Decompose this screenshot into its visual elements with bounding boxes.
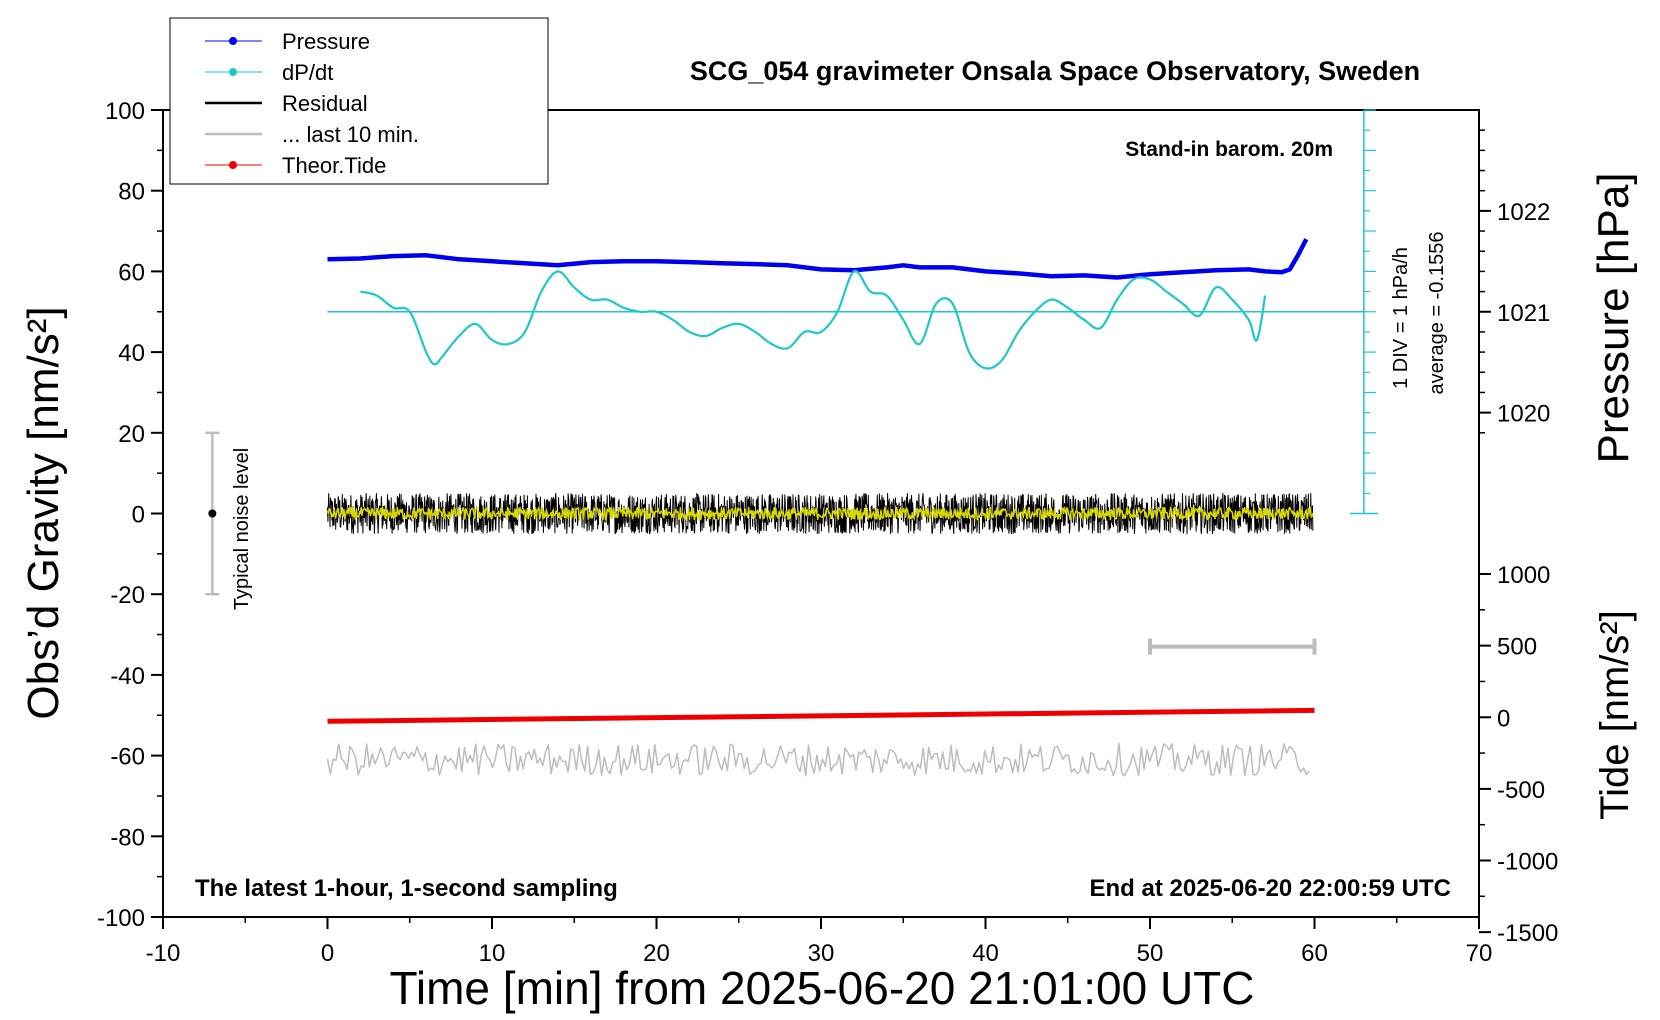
tide-tick-label: -500 — [1497, 777, 1545, 804]
x-tick-label: 70 — [1466, 940, 1493, 967]
legend-swatch-dot — [229, 68, 237, 76]
tide-tick-label: -1000 — [1497, 849, 1558, 876]
series-residual-line — [327, 492, 1314, 535]
x-tick-label: 60 — [1301, 940, 1328, 967]
x-tick-label: -10 — [146, 940, 181, 967]
y-tick-label: 60 — [118, 259, 145, 286]
y-tick-label: -80 — [110, 824, 145, 851]
legend-swatch-dot — [229, 37, 237, 45]
legend-entries: Pressure dP/dt Residual ... last 10 min. The… — [205, 29, 419, 178]
right-axis-ticks: 1022 1021 1020 1000 500 0 -500 -1000 -1500 — [1479, 129, 1558, 947]
y-tick-label: 40 — [118, 340, 145, 367]
tide-tick-label: 1000 — [1497, 562, 1550, 589]
legend: Pressure dP/dt Residual ... last 10 min. The… — [169, 17, 549, 185]
tide-tick-label: -1500 — [1497, 920, 1558, 947]
y-tick-label: 20 — [118, 421, 145, 448]
series-last-10-min-line — [326, 742, 1310, 777]
legend-label: dP/dt — [282, 60, 333, 85]
legend-label: Theor.Tide — [282, 153, 386, 178]
x-tick-label: 10 — [479, 940, 506, 967]
legend-swatch-dot — [229, 161, 237, 169]
footer-left: The latest 1-hour, 1-second sampling — [195, 875, 618, 902]
noise-label: Typical noise level — [231, 448, 253, 610]
series-dp-dt-line — [360, 269, 1267, 370]
y-tick-label: -20 — [110, 582, 145, 609]
tide-tick-label: 0 — [1497, 705, 1510, 732]
x-axis-label: Time [min] from 2025-06-20 21:01:00 UTC — [390, 962, 1255, 1014]
y-tick-label: 100 — [105, 98, 145, 125]
tide-tick-label: 500 — [1497, 634, 1537, 661]
series-theor-tide-line — [327, 707, 1315, 724]
series-pressure-line — [327, 238, 1309, 280]
y-tick-label: -60 — [110, 744, 145, 771]
dpdt-div-label: 1 DIV = 1 hPa/h — [1390, 247, 1412, 389]
legend-box — [169, 17, 549, 185]
x-tick-label: 20 — [643, 940, 670, 967]
dpdt-average-label: average = -0.1556 — [1426, 232, 1448, 395]
pressure-tick-label: 1021 — [1497, 300, 1550, 327]
legend-label: Residual — [282, 91, 368, 116]
series-residual-smoothed-line — [326, 506, 1314, 521]
y-axis-label-left-text: Obs’d Gravity [nm/s²] — [19, 306, 68, 719]
pressure-tick-label: 1020 — [1497, 401, 1550, 428]
footer-right: End at 2025-06-20 22:00:59 UTC — [1090, 875, 1452, 902]
legend-label: Pressure — [282, 29, 370, 54]
y-axis-ticks: 100 80 60 40 20 0 -20 -40 -60 -80 -100 — [97, 98, 163, 932]
legend-label: ... last 10 min. — [282, 122, 419, 147]
x-tick-label: 0 — [321, 940, 334, 967]
y-axis-label-tide: Tide [nm/s²] — [1593, 610, 1637, 820]
y-tick-label: -100 — [97, 905, 145, 932]
y-tick-label: -40 — [110, 663, 145, 690]
y-tick-label: 0 — [132, 502, 145, 529]
x-tick-label: 40 — [972, 940, 999, 967]
misc-marks — [205, 431, 1317, 655]
x-axis-ticks: -10 0 10 20 30 40 50 60 70 — [146, 917, 1493, 967]
chart-title: SCG_054 gravimeter Onsala Space Observat… — [690, 56, 1420, 86]
y-axis-label-left: Obs’d Gravity [nm/s²] — [19, 306, 68, 719]
noise-dot — [208, 509, 217, 518]
pressure-tick-label: 1022 — [1497, 199, 1550, 226]
x-tick-label: 30 — [808, 940, 835, 967]
y-axis-label-pressure: Pressure [hPa] — [1589, 172, 1638, 463]
y-tick-label: 80 — [118, 179, 145, 206]
chart-subtitle: Stand-in barom. 20m — [1125, 138, 1333, 161]
x-tick-label: 50 — [1137, 940, 1164, 967]
series-group — [326, 238, 1315, 777]
